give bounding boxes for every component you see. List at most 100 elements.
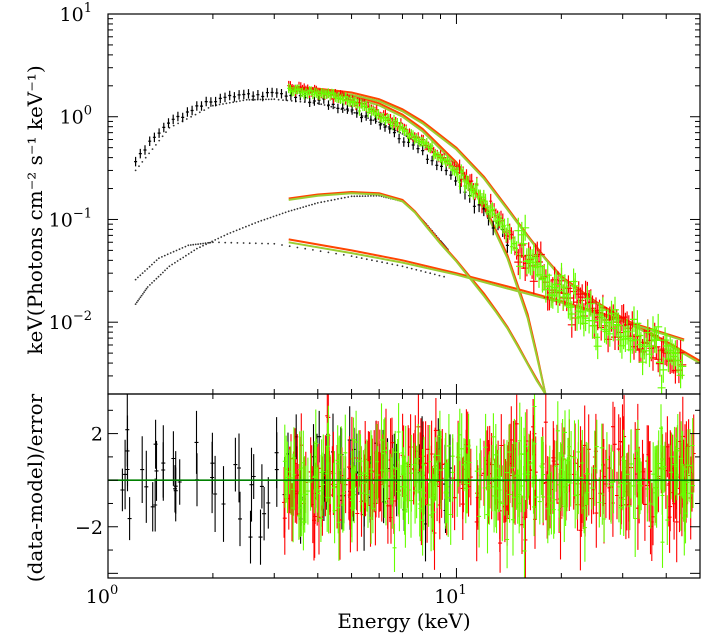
residual-point-green <box>688 429 692 503</box>
residual-point-black <box>259 464 264 509</box>
data-point-green <box>356 99 360 109</box>
model-point <box>161 256 163 258</box>
data-point-green <box>499 215 503 230</box>
residual-point-black <box>266 477 271 529</box>
data-point-green <box>659 356 668 383</box>
residual-point-green <box>339 426 344 484</box>
residual-point-black <box>221 466 226 542</box>
model-point <box>401 265 404 268</box>
data-point-green <box>631 326 640 353</box>
model-point <box>406 266 408 269</box>
data-point-green <box>395 118 399 128</box>
data-point-green <box>414 133 418 143</box>
data-point-black <box>228 90 232 101</box>
model-point <box>330 105 333 108</box>
residual-point-black <box>251 454 256 499</box>
data-point-green <box>543 262 552 289</box>
data-point-black <box>167 118 170 128</box>
y-tick-label: 101 <box>60 1 92 26</box>
residual-point-black <box>213 455 218 532</box>
model-point <box>181 247 184 249</box>
data-point-green <box>449 161 453 172</box>
model-point <box>172 250 175 253</box>
model-point <box>143 291 146 293</box>
model-point <box>319 250 322 253</box>
data-point-green <box>471 185 475 200</box>
model-point <box>257 220 260 223</box>
residual-point-green <box>592 430 597 506</box>
residual-point-green <box>552 465 557 534</box>
data-point-black <box>402 137 406 147</box>
model-point <box>174 261 176 264</box>
residual-point-green <box>604 432 609 487</box>
data-point-green <box>515 241 519 256</box>
model-point <box>236 242 239 244</box>
residual-point-green <box>436 430 441 481</box>
model-point <box>267 242 269 245</box>
data-point-green <box>368 104 372 114</box>
model-point <box>189 244 192 246</box>
data-point-black <box>416 143 420 154</box>
residual-point-green <box>382 417 387 484</box>
data-point-green <box>446 155 449 165</box>
model-point <box>177 122 180 125</box>
model-point <box>269 216 272 219</box>
model-point <box>293 208 296 211</box>
residual-point-black <box>150 482 155 532</box>
residual-y-axis-label: (data-model)/error <box>23 393 47 582</box>
model-point <box>232 101 235 104</box>
residual-point-green <box>629 429 634 499</box>
model-point <box>299 207 302 209</box>
data-point-green <box>489 203 493 219</box>
residual-point-green <box>492 462 497 511</box>
residual-point-green <box>631 453 636 519</box>
data-point-green <box>621 326 630 352</box>
data-point-black <box>355 108 359 118</box>
data-point-red <box>458 159 462 175</box>
model-point <box>327 200 329 202</box>
model-point <box>141 272 144 274</box>
data-point-green <box>340 93 344 104</box>
residual-point-green <box>510 444 515 492</box>
data-point-green <box>566 294 575 321</box>
data-point-black <box>308 97 312 107</box>
residual-point-black <box>120 468 125 512</box>
model-point <box>254 222 257 224</box>
data-point-black <box>421 145 425 156</box>
residual-point-green <box>421 439 426 491</box>
residual-point-green <box>316 464 320 523</box>
data-point-green <box>325 89 329 99</box>
data-point-green <box>642 337 651 364</box>
residual-point-green <box>325 422 330 470</box>
residual-point-green <box>389 457 394 500</box>
residual-point-green <box>531 441 536 513</box>
residual-point-green <box>669 433 674 481</box>
model-point <box>235 100 238 103</box>
residual-point-green <box>522 520 527 578</box>
data-point-green <box>674 347 683 374</box>
data-point-green <box>408 132 411 143</box>
residual-y-tick-label: 2 <box>91 424 103 446</box>
x-axis-label: Energy (keV) <box>337 609 470 633</box>
data-point-green <box>439 153 443 163</box>
data-point-green <box>313 87 317 98</box>
residual-point-green <box>609 447 614 524</box>
residual-point-green <box>522 436 527 512</box>
residual-point-green <box>594 419 599 474</box>
model-point <box>385 125 387 127</box>
data-point-green <box>513 236 517 251</box>
residual-point-green <box>573 462 578 529</box>
residual-point-black <box>238 491 242 547</box>
model-point <box>370 195 372 197</box>
data-point-green <box>514 217 523 244</box>
residual-point-green <box>545 474 550 544</box>
residual-point-red <box>355 475 360 552</box>
data-point-green <box>432 150 436 160</box>
data-point-black <box>430 155 434 166</box>
model-point <box>196 247 198 250</box>
data-point-green <box>666 337 675 364</box>
model-point <box>429 272 432 275</box>
data-point-green <box>337 93 341 103</box>
data-point-green <box>409 129 413 139</box>
